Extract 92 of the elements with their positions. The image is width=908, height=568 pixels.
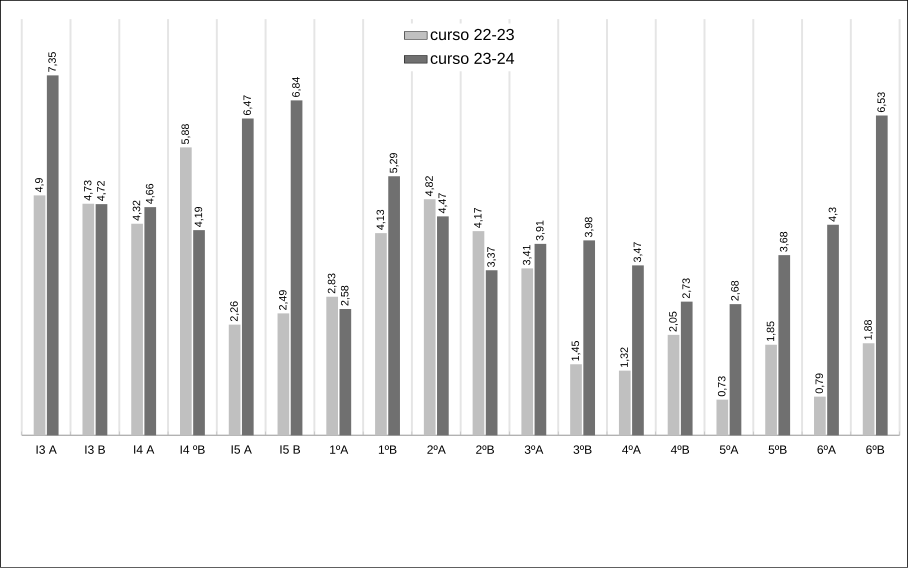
x-tick-label: 3ºB [574,445,592,454]
bar [730,304,742,436]
data-label: 2,26 [230,302,240,322]
bar [375,233,387,436]
data-label: 2,73 [682,278,692,298]
data-label: 6,84 [292,77,301,97]
bar [290,100,302,436]
data-label: 5,88 [181,124,190,144]
data-label: 1,32 [620,348,630,368]
data-label: 2,05 [669,312,678,332]
x-tick-label: 4ºA [622,445,641,454]
data-label: 3,68 [780,232,789,252]
bar [193,230,205,436]
bar [862,343,874,436]
data-label: 3,98 [584,217,594,238]
data-label: 1,88 [864,320,874,340]
data-label: 0,73 [718,376,727,396]
x-tick-label: I5 B [280,445,300,454]
bar [618,370,631,436]
bar [144,207,156,436]
data-label: 4,3 [828,208,838,222]
data-label: 2,83 [328,274,337,294]
data-label: 4,72 [97,181,106,202]
data-label: 4,17 [474,208,483,228]
bar [424,199,436,436]
x-tick-label: 2ºB [476,445,494,454]
x-tick-label: 1ºA [330,445,348,454]
bar [778,255,790,436]
data-label: 2,68 [731,280,740,301]
x-tick-label: 6ºB [866,445,884,454]
bar [521,268,534,436]
data-label: 4,19 [194,207,204,228]
bar [228,324,240,436]
data-label: 4,13 [376,210,386,230]
legend-label: curso 22-23 [430,28,514,40]
data-label: 5,29 [390,153,399,174]
data-label: 3,47 [634,242,642,262]
bar [34,195,46,436]
x-tick-label: I3 A [36,445,57,454]
bar [180,147,192,436]
x-tick-label: 5ºB [768,445,787,454]
bar [46,75,59,436]
data-label: 4,66 [146,184,155,204]
data-label: 7,35 [48,52,58,72]
bar [278,313,290,436]
bar [82,204,94,436]
data-label: 3,41 [522,245,532,266]
x-tick-label: I3 B [85,445,105,454]
x-tick-label: 6ºA [818,445,836,454]
data-label: 6,47 [243,95,252,116]
legend-label: curso 23-24 [430,52,514,64]
bar [876,116,888,436]
data-label: 1,45 [572,341,580,361]
bar [668,335,680,436]
x-tick-label: 2ºA [427,445,446,454]
data-label: 4,73 [84,180,93,201]
bar [326,296,338,436]
bar [716,400,728,436]
bar [131,224,143,436]
data-label: 2,49 [278,290,288,310]
bar [96,204,108,436]
bar [765,344,777,436]
bar [680,302,693,436]
x-tick-label: I5 A [232,445,252,454]
data-label: 4,82 [425,176,434,196]
x-tick-label: 4ºB [670,445,690,454]
bar [486,270,498,436]
bar [827,224,839,436]
data-label: 1,85 [766,322,776,342]
x-tick-label: 3ºA [524,445,544,454]
bar [339,309,352,436]
bar [388,176,400,436]
bar [583,240,596,436]
x-tick-label: 1ºB [378,445,396,454]
bar [437,216,449,436]
bar [472,231,484,436]
data-label: 6,53 [877,92,886,112]
data-label: 2,58 [340,286,350,306]
bar [242,118,254,436]
bar [632,265,644,436]
x-tick-label: I4 ºB [180,445,205,454]
x-tick-label: I4 A [134,445,154,454]
data-label: 4,47 [438,193,448,214]
bar [570,364,582,436]
x-tick-label: 5ºA [720,445,738,454]
data-label: 3,37 [487,247,496,268]
bar [814,396,826,436]
data-label: 0,79 [815,374,824,394]
bar [534,244,546,436]
data-label: 3,91 [536,220,545,241]
data-label: 4,9 [35,178,44,192]
data-label: 4,32 [132,200,142,221]
